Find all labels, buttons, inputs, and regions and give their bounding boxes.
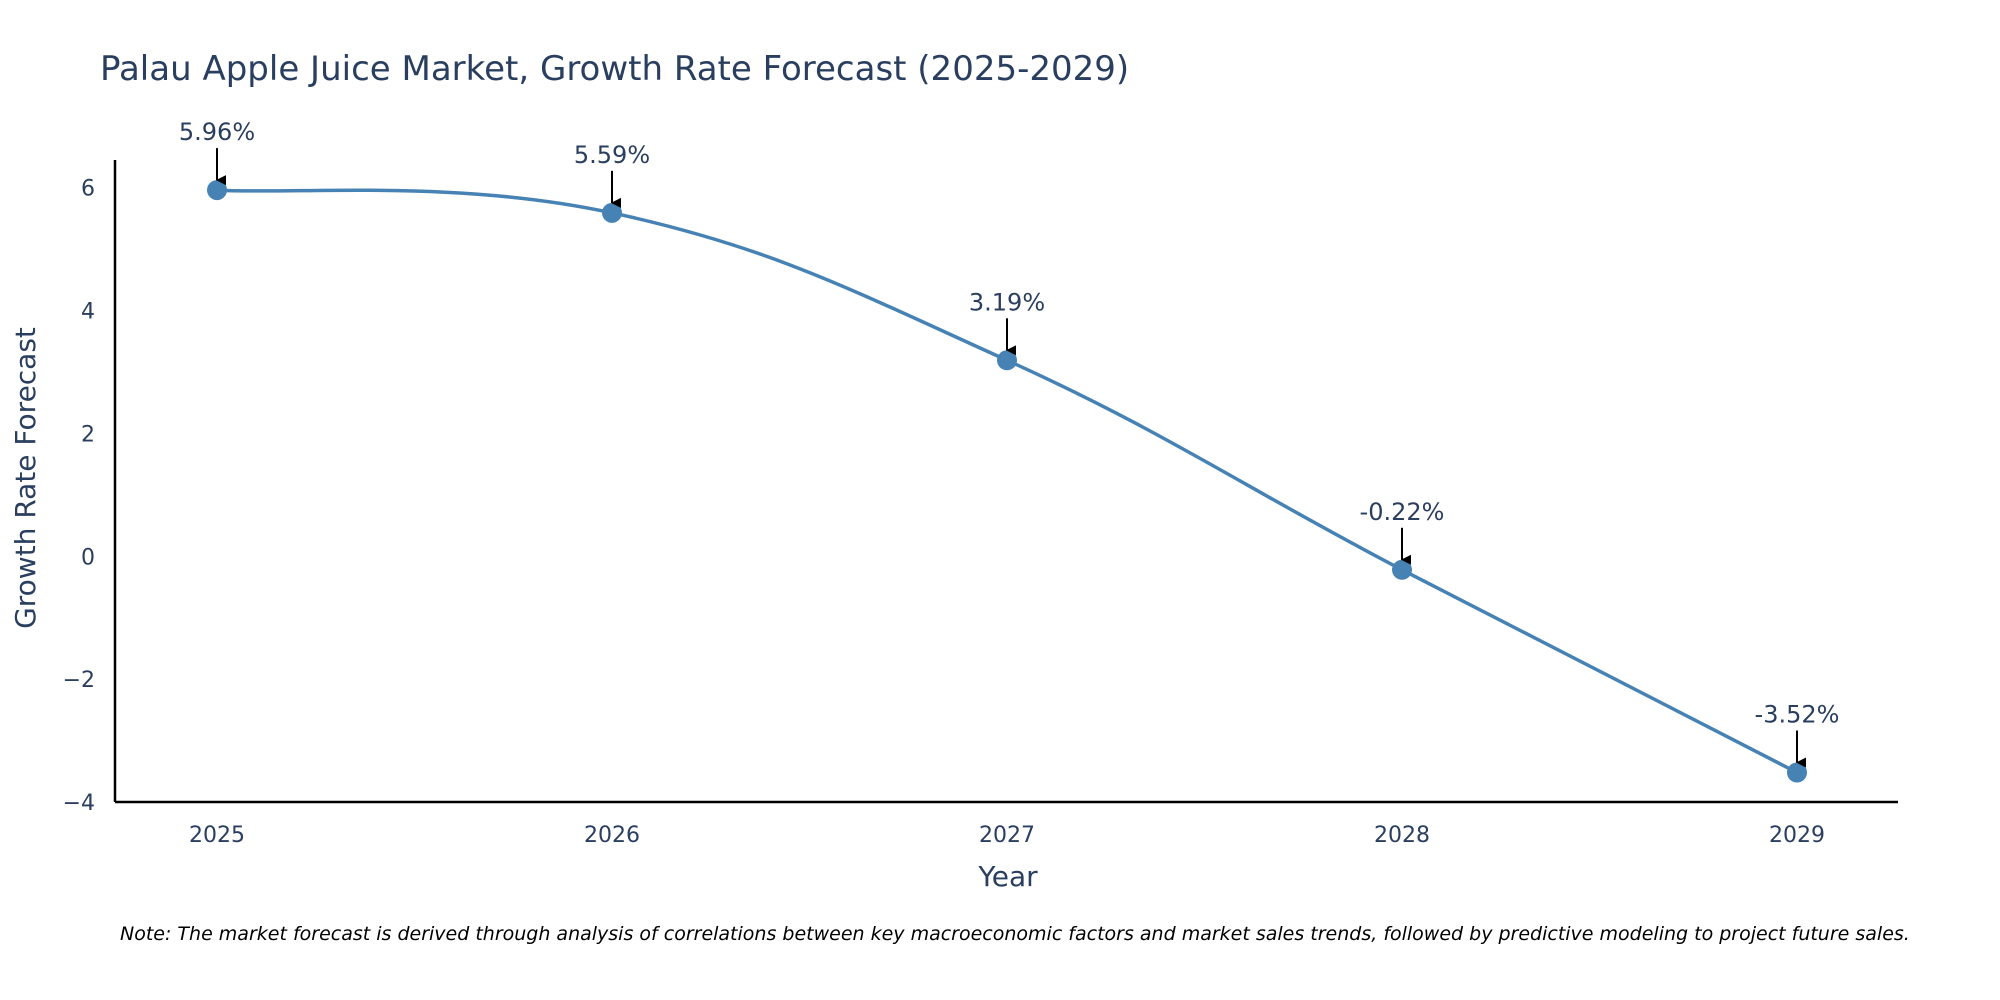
x-axis-title: Year bbox=[977, 860, 1038, 893]
data-label: 5.96% bbox=[179, 118, 255, 146]
data-point bbox=[207, 180, 227, 201]
data-point bbox=[997, 350, 1017, 371]
x-tick-label: 2025 bbox=[189, 823, 245, 848]
x-tick-label: 2026 bbox=[584, 823, 640, 848]
x-tick-label: 2028 bbox=[1374, 823, 1430, 848]
chart-title: Palau Apple Juice Market, Growth Rate Fo… bbox=[100, 49, 1129, 89]
y-tick-label: −4 bbox=[63, 791, 95, 816]
data-label: -3.52% bbox=[1755, 701, 1840, 729]
footnote: Note: The market forecast is derived thr… bbox=[120, 923, 1910, 945]
y-tick-label: 2 bbox=[81, 422, 95, 447]
data-label: -0.22% bbox=[1360, 498, 1445, 526]
x-tick-label: 2029 bbox=[1769, 823, 1825, 848]
y-tick-label: −2 bbox=[63, 668, 95, 693]
y-tick-label: 6 bbox=[81, 177, 95, 202]
y-axis-title: Growth Rate Forecast bbox=[9, 327, 42, 629]
data-point bbox=[1787, 762, 1807, 783]
data-label: 3.19% bbox=[969, 288, 1045, 316]
data-label: 5.59% bbox=[574, 141, 650, 169]
data-point bbox=[602, 202, 622, 223]
x-tick-label: 2027 bbox=[979, 823, 1035, 848]
series-line bbox=[216, 188, 1798, 775]
plot-area: −4 −2 0 2 4 6 2025 2026 2027 2028 2029 5.96% 5.59% 3.… bbox=[63, 118, 1840, 848]
y-tick-label: 0 bbox=[81, 545, 95, 570]
data-point bbox=[1392, 559, 1412, 580]
y-tick-label: 4 bbox=[81, 300, 95, 325]
